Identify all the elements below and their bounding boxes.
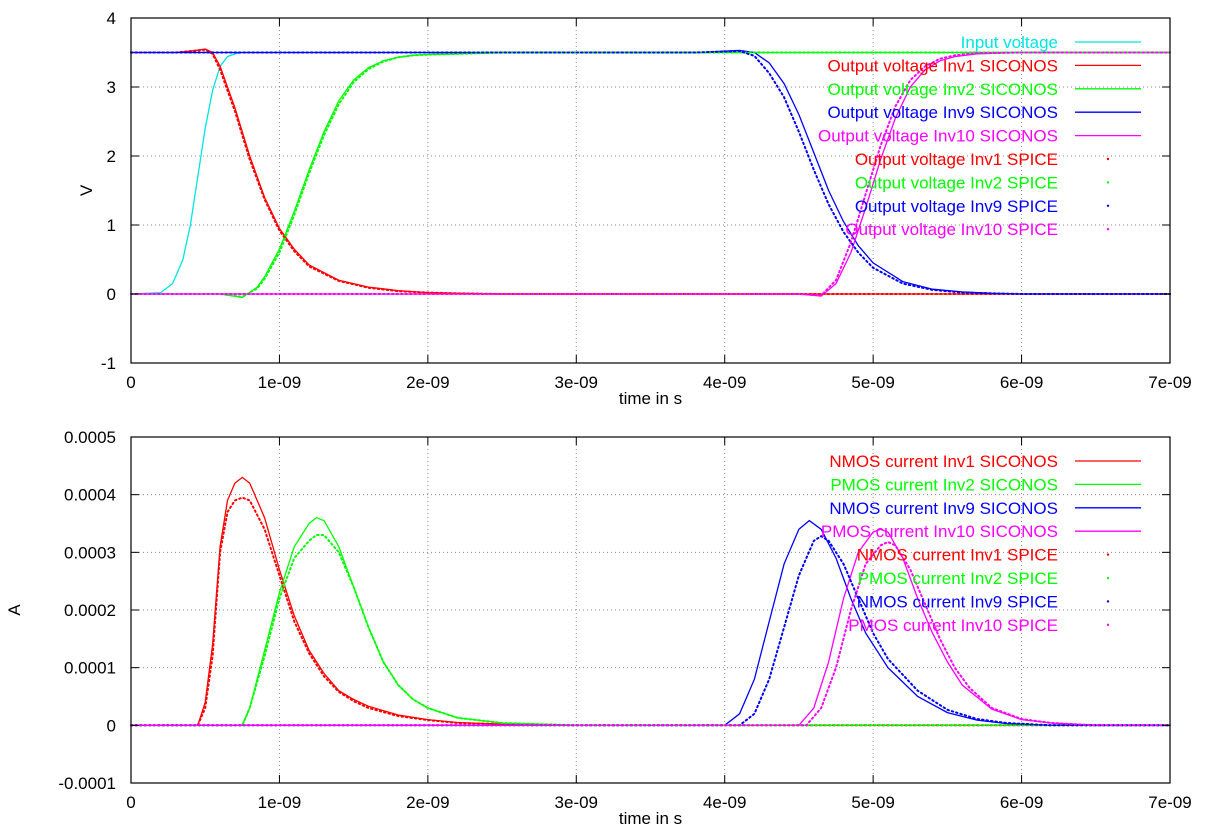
legend-label: Output voltage Inv1 SPICE xyxy=(855,150,1058,169)
legend-label: Output voltage Inv10 SICONOS xyxy=(818,127,1058,146)
x-tick-label: 6e-09 xyxy=(1000,793,1043,812)
y-tick-label: 0.0004 xyxy=(64,486,116,505)
legend-label: PMOS current Inv2 SICONOS xyxy=(830,475,1058,494)
x-axis-label: time in s xyxy=(619,809,682,828)
series-dots-0-7 xyxy=(130,50,1171,295)
legend-label: PMOS current Inv10 SICONOS xyxy=(821,522,1058,541)
series-dots-1-7 xyxy=(130,540,1171,727)
x-tick-label: 3e-09 xyxy=(555,793,598,812)
legend-dot-swatch xyxy=(1106,204,1110,207)
legend-label: NMOS current Inv1 SICONOS xyxy=(829,452,1058,471)
legend-dot-swatch xyxy=(1106,553,1110,556)
y-tick-label: 0.0001 xyxy=(64,659,116,678)
series-dots-0-5 xyxy=(130,48,1171,295)
x-axis-label: time in s xyxy=(619,389,682,408)
y-tick-label: 1 xyxy=(107,216,116,235)
legend-label: NMOS current Inv9 SPICE xyxy=(857,592,1058,611)
y-tick-label: 4 xyxy=(107,9,116,28)
y-tick-label: 3 xyxy=(107,78,116,97)
x-tick-label: 3e-09 xyxy=(555,373,598,392)
series-line-1-2 xyxy=(131,519,1170,726)
legend-label: Input voltage xyxy=(961,33,1058,52)
legend-label: Output voltage Inv9 SPICE xyxy=(855,197,1058,216)
legend-dot-swatch xyxy=(1106,623,1110,626)
series-dots-0-8 xyxy=(130,51,1171,297)
series-line-0-4 xyxy=(131,51,1170,297)
y-tick-label: -1 xyxy=(101,354,116,373)
y-tick-label: 2 xyxy=(107,147,116,166)
x-tick-label: 4e-09 xyxy=(703,373,746,392)
y-tick-label: 0.0003 xyxy=(64,543,116,562)
x-tick-label: 7e-09 xyxy=(1148,793,1191,812)
y-axis-label: V xyxy=(77,184,96,196)
series-dots-0-6 xyxy=(130,51,1171,298)
legend-label: NMOS current Inv9 SICONOS xyxy=(829,499,1058,518)
x-tick-label: 0 xyxy=(126,373,135,392)
legend-label: Output voltage Inv2 SICONOS xyxy=(827,80,1058,99)
legend-dot-swatch xyxy=(1106,181,1110,184)
y-tick-label: 0 xyxy=(107,285,116,304)
x-tick-label: 6e-09 xyxy=(1000,373,1043,392)
legend-label: Output voltage Inv1 SICONOS xyxy=(827,56,1058,75)
current-plot: 0 1e-09 2e-09 3e-09 4e-09 5e-09 6e-09 7e-09 -0.0… xyxy=(5,428,1192,828)
legend-label: NMOS current Inv1 SPICE xyxy=(857,546,1058,565)
y-tick-label: 0.0002 xyxy=(64,601,116,620)
legend-dot-swatch xyxy=(1106,157,1110,161)
y-tick-label: -0.0001 xyxy=(58,774,116,793)
x-tick-label: 1e-09 xyxy=(258,793,301,812)
voltage-plot: 0 1e-09 2e-09 3e-09 4e-09 5e-09 6e-09 7e-09 -1 0 1… xyxy=(77,9,1192,408)
x-tick-label: 5e-09 xyxy=(851,793,894,812)
legend-label: Output voltage Inv10 SPICE xyxy=(845,220,1058,239)
legend-dot-swatch xyxy=(1106,600,1110,603)
series-dots-1-4 xyxy=(130,496,1171,727)
series-dots-1-6 xyxy=(130,535,1171,727)
x-tick-label: 2e-09 xyxy=(406,373,449,392)
legend-dot-swatch xyxy=(1106,228,1110,231)
x-tick-label: 4e-09 xyxy=(703,793,746,812)
x-tick-label: 2e-09 xyxy=(406,793,449,812)
x-tick-label: 7e-09 xyxy=(1148,373,1191,392)
series-line-0-2 xyxy=(131,51,1170,299)
legend-dot-swatch xyxy=(1106,576,1110,580)
x-tick-label: 1e-09 xyxy=(258,373,301,392)
legend-label: PMOS current Inv2 SPICE xyxy=(858,569,1058,588)
x-tick-label: 0 xyxy=(126,793,135,812)
x-tick-label: 5e-09 xyxy=(851,373,894,392)
y-axis-label: A xyxy=(5,604,24,616)
legend-label: PMOS current Inv10 SPICE xyxy=(848,616,1058,635)
legend-label: Output voltage Inv2 SPICE xyxy=(855,173,1058,192)
y-tick-label: 0.0005 xyxy=(64,428,116,447)
y-tick-label: 0 xyxy=(107,716,116,735)
legend-label: Output voltage Inv9 SICONOS xyxy=(827,103,1058,122)
plot-frame xyxy=(130,17,1171,364)
series-dots-1-5 xyxy=(130,534,1171,727)
